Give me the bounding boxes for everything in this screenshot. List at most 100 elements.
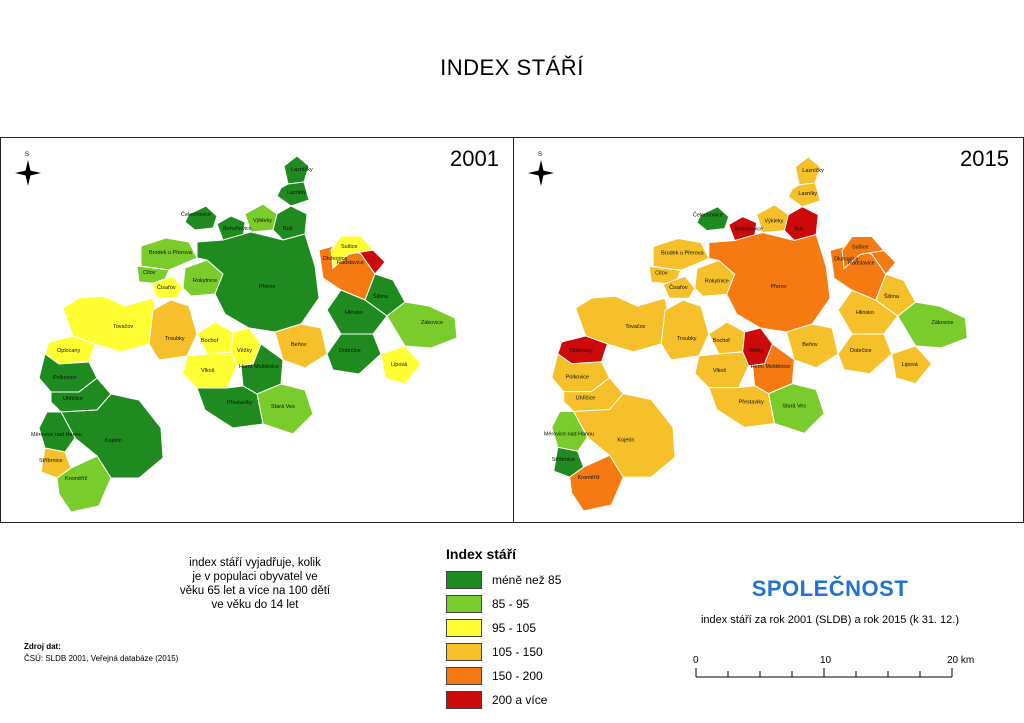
scale-label: 0	[693, 655, 699, 666]
region-label: Horní Moštěnice	[751, 364, 791, 370]
legend-item: 105 - 150	[446, 640, 561, 664]
region-label: Bohuňovice	[223, 226, 252, 232]
region-label: Buk	[283, 226, 293, 232]
north-arrow-icon: S	[526, 152, 556, 190]
region-polygon	[283, 155, 310, 185]
legend-swatch	[446, 667, 482, 685]
region-label: Polkovice	[53, 375, 77, 381]
region-polygon	[660, 299, 710, 361]
region-label: Lazníčky	[291, 167, 313, 173]
region-label: Čelechovice	[181, 211, 211, 218]
region-polygon	[330, 235, 374, 270]
data-source: Zdroj dat: ČSÚ: SLDB 2001, Veřejná datab…	[24, 641, 178, 665]
region-label: Měrovice nad Hanou	[31, 432, 82, 438]
region-label: Vlkoš	[713, 368, 727, 374]
legend-title: Index stáří	[446, 546, 517, 562]
region-label: Radslavice	[848, 260, 875, 266]
region-polygon	[184, 205, 218, 231]
region-label: Rokytnice	[705, 278, 729, 284]
region-label: Troubky	[677, 336, 697, 342]
explanation-line: ve věku do 14 let	[211, 599, 299, 611]
region-polygon	[196, 385, 264, 429]
region-label: Čisařov	[157, 284, 176, 291]
index-explanation: index stáří vyjadřuje, kolik je v popula…	[150, 556, 360, 612]
legend-swatch	[446, 691, 482, 709]
legend-item: 95 - 105	[446, 616, 561, 640]
region-label: Uhřičice	[63, 396, 83, 402]
region-polygon	[662, 275, 696, 299]
region-polygon	[891, 345, 933, 385]
region-polygon	[572, 393, 676, 478]
region-label: Lazníky	[798, 191, 817, 197]
region-label: Lazníky	[287, 190, 306, 196]
region-polygon	[728, 216, 758, 242]
region-polygon	[150, 275, 184, 299]
legend-label: 150 - 200	[492, 669, 543, 683]
region-label: Polkovice	[566, 375, 589, 381]
region-polygon	[841, 236, 885, 270]
region-label: Šišma	[373, 293, 389, 300]
map-frame-2001: Lazníčky Lazníky Čelechovice Bohuňovice Výkl…	[0, 137, 514, 523]
region-label: Kroměříž	[65, 476, 88, 482]
region-label: Dobrčice	[339, 348, 361, 354]
region-label: Bochoř	[713, 338, 730, 344]
region-label: Oplocany	[57, 348, 80, 354]
region-polygon	[787, 182, 821, 208]
legend-swatch	[446, 619, 482, 637]
scale-bar: 0 10 20 km	[680, 655, 980, 685]
legend-swatch	[446, 595, 482, 613]
legend-swatch	[446, 571, 482, 589]
region-label: Zákovice	[421, 320, 443, 326]
legend-label: méně než 85	[492, 573, 562, 587]
region-label: Dluhonice	[834, 256, 858, 262]
region-label: Přestavlky	[739, 400, 764, 406]
region-polygon	[276, 181, 310, 207]
region-polygon	[56, 455, 112, 513]
region-label: Lipová	[391, 362, 408, 368]
region-polygon	[696, 206, 730, 232]
legend-item: 150 - 200	[446, 664, 561, 688]
legend-item: 200 a více	[446, 688, 561, 712]
year-label: 2015	[960, 146, 1009, 171]
legend-item: méně než 85	[446, 568, 561, 592]
region-label: Citov	[143, 270, 156, 276]
region-label: Hlinsko	[856, 310, 874, 316]
region-label: Přerov	[259, 284, 275, 290]
region-label: Bohuňovice	[735, 227, 764, 233]
region-label: Beňov	[291, 342, 307, 348]
legend-item: 85 - 95	[446, 592, 561, 616]
region-label: Vlkoš	[201, 368, 215, 374]
region-polygon	[326, 333, 382, 375]
region-polygon	[182, 351, 238, 389]
region-polygon	[794, 156, 821, 186]
region-label: Tovačov	[625, 324, 645, 330]
legend-label: 200 a více	[492, 693, 548, 707]
region-label: Beňov	[802, 342, 818, 348]
legend-label: 105 - 150	[492, 645, 543, 659]
region-label: Oplocany	[570, 348, 593, 354]
map-title: INDEX STÁŘÍ	[440, 55, 584, 80]
region-label: Horní Moštěnice	[239, 364, 279, 370]
region-label: Troubky	[165, 336, 185, 342]
region-label: Kroměříž	[578, 475, 600, 481]
north-letter: S	[25, 152, 30, 158]
region-label: Uhřičice	[576, 396, 596, 402]
region-label: Kojetín	[105, 438, 122, 444]
scale-label: 10	[820, 655, 832, 666]
region-label: Lazníčky	[802, 168, 824, 174]
region-label: Stará Ves	[271, 404, 295, 410]
region-polygon	[216, 215, 246, 241]
source-text: ČSÚ: SLDB 2001, Veřejná databáze (2015)	[24, 654, 179, 663]
legend-label: 95 - 105	[492, 621, 537, 635]
explanation-line: věku 65 let a více na 100 dětí	[179, 585, 331, 597]
legend-label: 85 - 95	[492, 597, 530, 611]
region-label: Čisařov	[669, 284, 688, 291]
north-arrow-icon: S	[13, 152, 43, 190]
north-letter: S	[538, 152, 543, 158]
region-label: Stará Ves	[782, 404, 806, 410]
map-frame-2015: Lazníčky Lazníky Čelechovice Bohuňovice Výkl…	[513, 137, 1024, 523]
region-label: Věžky	[237, 348, 252, 354]
region-label: Výkleky	[765, 219, 784, 225]
region-label: Sušice	[341, 244, 358, 250]
region-polygon	[569, 454, 624, 512]
